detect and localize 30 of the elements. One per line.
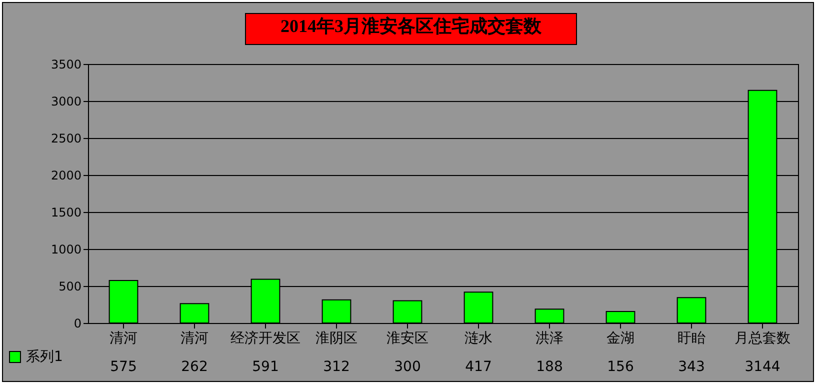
- y-tick-label: 500: [58, 280, 82, 294]
- data-label: 188: [536, 359, 563, 375]
- x-tick-label: 金湖: [606, 330, 634, 346]
- y-tick-label: 3500: [50, 58, 82, 72]
- x-tick-label: 经济开发区: [230, 330, 300, 346]
- data-label: 262: [181, 359, 208, 375]
- x-tick-label: 盱眙: [678, 330, 706, 346]
- x-tick-label: 洪泽: [536, 330, 564, 346]
- data-label: 300: [394, 359, 421, 375]
- y-tick-label: 0: [74, 316, 82, 330]
- y-tick-label: 1500: [50, 206, 82, 220]
- y-tick-label: 3000: [50, 94, 82, 108]
- y-tick-label: 2500: [50, 132, 82, 146]
- legend-label: 系列1: [26, 349, 63, 365]
- x-tick-label: 涟水: [464, 330, 492, 346]
- data-label: 312: [323, 359, 350, 375]
- data-label: 417: [465, 359, 492, 375]
- x-tick-label: 淮安区: [386, 330, 428, 346]
- chart-title: 2014年3月淮安各区住宅成交套数: [245, 13, 577, 45]
- x-tick-label: 清河: [180, 330, 208, 346]
- data-label: 343: [678, 359, 705, 375]
- data-label: 591: [252, 359, 279, 375]
- data-label: 575: [110, 359, 137, 375]
- y-tick-label: 1000: [50, 242, 82, 256]
- y-tick-label: 2000: [50, 168, 82, 182]
- x-tick-label: 月总套数: [734, 330, 790, 346]
- data-label: 156: [607, 359, 634, 375]
- x-tick-label: 清河: [110, 330, 138, 346]
- x-tick-label: 淮阴区: [316, 330, 358, 346]
- data-label: 3144: [744, 359, 780, 375]
